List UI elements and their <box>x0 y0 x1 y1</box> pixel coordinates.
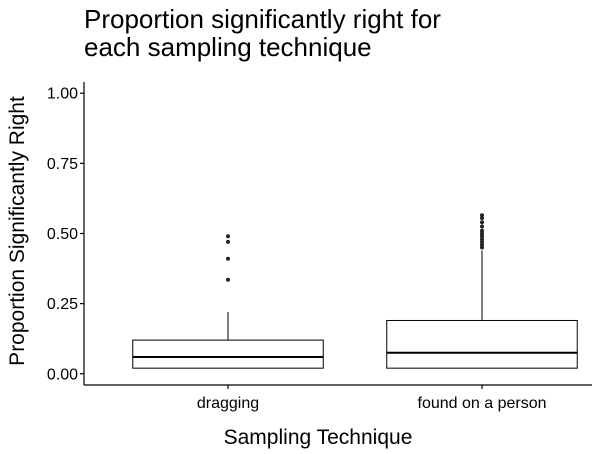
x-axis-title: Sampling Technique <box>224 426 413 449</box>
chart-title-line-1: Proportion significantly right for <box>84 4 441 34</box>
y-tick-label: 0.75 <box>47 156 78 173</box>
outlier-point <box>480 213 484 218</box>
boxes-layer <box>132 213 578 369</box>
outlier-point <box>226 239 230 244</box>
outlier-point <box>480 239 484 244</box>
outlier-point <box>480 224 484 229</box>
y-tick-label: 0.00 <box>47 366 78 383</box>
x-tick-label: found on a person <box>418 395 547 412</box>
outlier-point <box>480 231 484 236</box>
x-axis-ticks: dragging found on a person <box>197 385 547 412</box>
outlier-point <box>480 237 484 242</box>
outlier-point <box>480 242 484 247</box>
outlier-point <box>226 256 230 261</box>
iqr-box <box>132 339 324 369</box>
box-group <box>386 213 578 369</box>
outlier-point <box>480 220 484 225</box>
outlier-point <box>480 234 484 239</box>
outlier-point <box>480 228 484 233</box>
y-tick-label: 0.25 <box>47 296 78 313</box>
iqr-box <box>386 319 578 369</box>
y-axis-ticks: 0.00 0.25 0.50 0.75 1.00 <box>47 86 84 383</box>
box-group <box>132 234 324 369</box>
y-tick-label: 1.00 <box>47 86 78 103</box>
outlier-point <box>226 277 230 282</box>
y-axis-title: Proportion Significantly Right <box>6 96 29 366</box>
x-tick-label: dragging <box>197 395 259 412</box>
y-tick-label: 0.50 <box>47 226 78 243</box>
outlier-point <box>226 234 230 239</box>
chart-title-line-2: each sampling technique <box>84 32 372 62</box>
outlier-point <box>480 245 484 250</box>
outlier-point <box>480 216 484 221</box>
